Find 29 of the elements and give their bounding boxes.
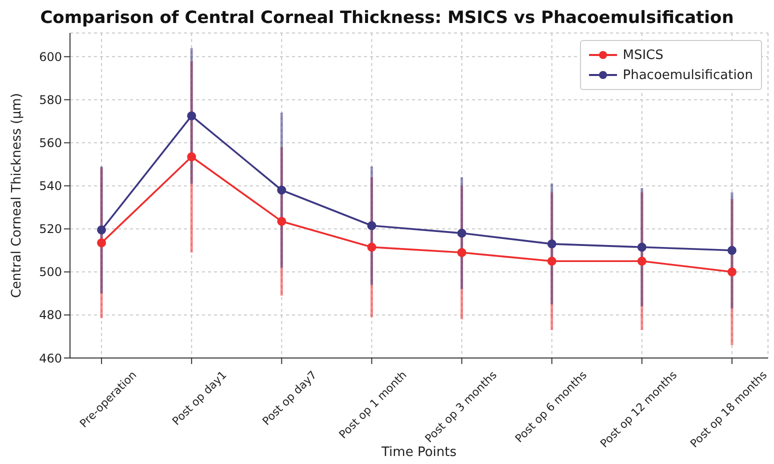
y-tick-label: 520 <box>39 222 62 236</box>
y-tick-label: 600 <box>39 50 62 64</box>
y-tick-label: 500 <box>39 265 62 280</box>
y-tick-label: 480 <box>39 308 62 322</box>
point <box>277 216 286 226</box>
point <box>547 239 556 248</box>
point <box>727 246 736 255</box>
point <box>727 267 736 276</box>
x-axis-title: Time Points <box>380 445 457 460</box>
y-tick-label: 560 <box>39 136 62 150</box>
point <box>367 242 376 252</box>
point <box>187 111 196 120</box>
legend-label: MSICS <box>622 48 664 62</box>
point <box>187 152 196 162</box>
point <box>547 256 556 266</box>
point <box>277 186 286 195</box>
y-axis-title: Central Corneal Thickness (µm) <box>10 92 25 298</box>
point <box>97 238 106 248</box>
point <box>97 225 106 234</box>
point <box>637 256 646 266</box>
chart-title: Comparison of Central Corneal Thickness: MSICS vs Phacoemulsification <box>39 8 735 28</box>
y-tick-label: 460 <box>39 351 62 366</box>
y-tick-label: 580 <box>39 92 62 107</box>
legend-label: Phacoemulsification <box>622 68 753 82</box>
point <box>637 242 646 252</box>
point <box>367 221 376 230</box>
point <box>457 248 466 258</box>
point <box>457 228 466 238</box>
y-tick-label: 540 <box>39 179 62 194</box>
